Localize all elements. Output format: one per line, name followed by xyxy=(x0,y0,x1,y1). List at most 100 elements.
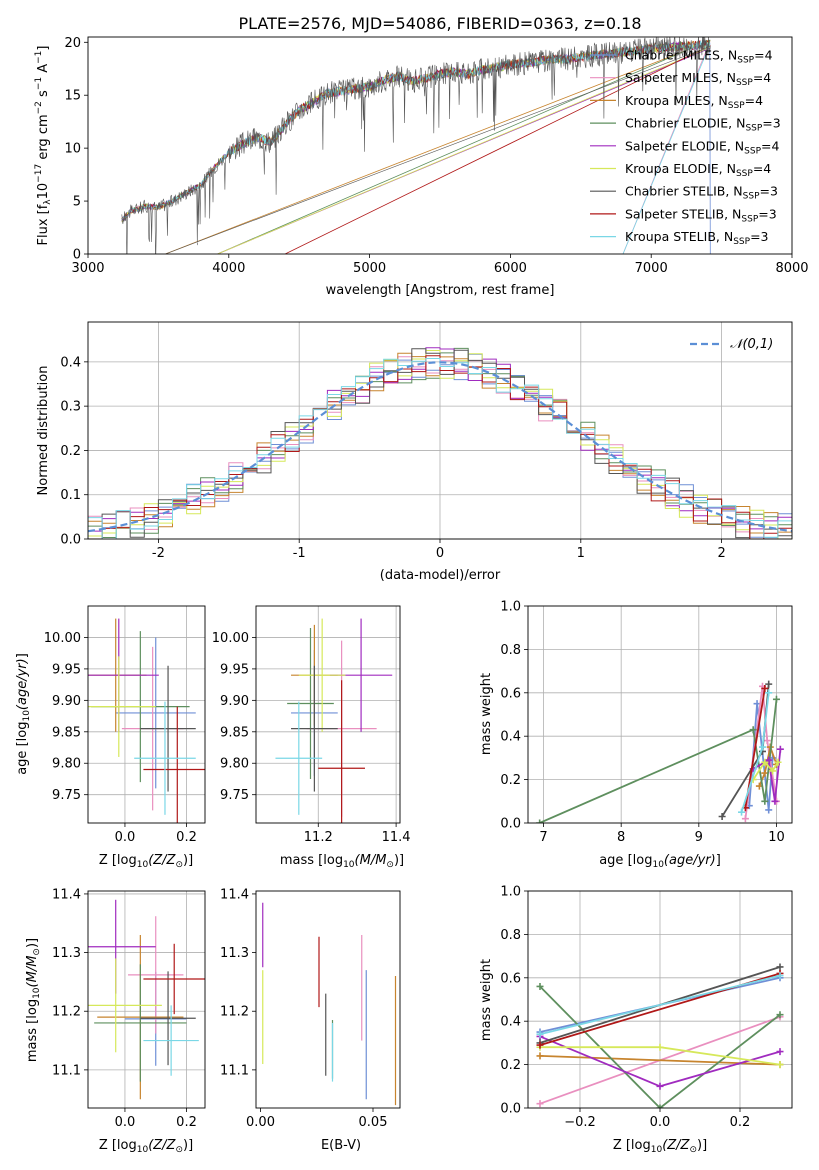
weight-point-marker xyxy=(761,684,769,692)
weight-series-line xyxy=(539,974,781,1036)
y-tick-label: 11.4 xyxy=(220,887,249,902)
weight-point-marker xyxy=(758,743,766,751)
x-tick-label: 7 xyxy=(539,830,547,845)
y-tick-label: 0.0 xyxy=(500,1102,521,1117)
y-tick-label: 11.4 xyxy=(52,887,81,902)
x-tick-label: −0.2 xyxy=(564,1115,596,1130)
weight-point-marker xyxy=(761,797,769,805)
weight-vs-age-xlabel: age [log10(age/yr)] xyxy=(599,853,721,870)
axes-frame xyxy=(87,605,206,824)
y-tick-label: 0.2 xyxy=(60,444,81,459)
weight-point-marker xyxy=(772,695,780,703)
weight-point-marker xyxy=(741,815,749,823)
y-tick-label: 9.80 xyxy=(220,757,249,772)
x-tick-label: 10 xyxy=(768,830,785,845)
y-tick-label: 9.85 xyxy=(52,725,81,740)
weight-vs-Z-axes: −0.2 0.0 0.2 0.0 0.2 0.4 0.6 0.8 1.0 xyxy=(500,885,792,1130)
y-tick-label: 0.2 xyxy=(500,773,521,788)
axes-frame xyxy=(255,605,401,824)
y-tick-label: 1.0 xyxy=(500,885,521,900)
weight-point-marker xyxy=(776,1048,784,1056)
axes-frame xyxy=(527,605,793,824)
x-tick-label: 0.05 xyxy=(359,1115,388,1130)
weight-point-marker xyxy=(774,758,782,766)
weight-point-marker xyxy=(769,767,777,775)
weight-series-line xyxy=(752,760,779,781)
weight-point-marker xyxy=(765,680,773,688)
x-tick-label: 1 xyxy=(577,546,585,561)
y-tick-label: 11.1 xyxy=(52,1063,81,1078)
plot-layer: 3000 4000 5000 6000 7000 800005101520Chabrier… xyxy=(15,36,809,1155)
weight-point-marker xyxy=(776,1011,784,1019)
histogram-series xyxy=(88,347,792,539)
weight-point-marker xyxy=(776,745,784,753)
x-tick-label: 0.0 xyxy=(650,1115,671,1130)
legend-entry-9: Kroupa STELIB, NSSP=3 xyxy=(625,229,769,247)
x-tick-label: 9 xyxy=(695,830,703,845)
y-tick-label: 0.4 xyxy=(60,355,81,370)
weight-point-marker xyxy=(536,1030,544,1038)
weight-point-marker xyxy=(536,1052,544,1060)
x-tick-label: 0 xyxy=(436,546,444,561)
x-tick-label: 3000 xyxy=(71,261,104,276)
spectrum-legend: Chabrier MILES, NSSP=4 Salpeter MILES, NS… xyxy=(590,48,781,247)
weight-series-line xyxy=(539,985,781,1108)
histogram-series-line xyxy=(88,358,792,539)
y-tick-label: 15 xyxy=(64,89,81,104)
x-tick-label: 2 xyxy=(717,546,725,561)
mass-vs-EBV-xlabel: E(B-V) xyxy=(321,1138,361,1153)
y-tick-label: 0.6 xyxy=(500,686,521,701)
legend-entry-1: Chabrier MILES, NSSP=4 xyxy=(625,48,773,66)
axes-frame xyxy=(87,321,793,540)
x-tick-label: 0.00 xyxy=(246,1115,275,1130)
y-tick-label: 11.2 xyxy=(52,1005,81,1020)
x-tick-label: 0.2 xyxy=(176,830,197,845)
legend-entry-6: Kroupa ELODIE, NSSP=4 xyxy=(625,161,771,179)
weight-series-line xyxy=(539,699,778,823)
mass-vs-EBV-axes: 0.00 0.05 11.1 11.2 11.3 11.4 xyxy=(220,887,387,1130)
age-vs-Z-axes: 0.0 0.2 9.75 9.80 9.85 9.90 9.95 10.00 xyxy=(44,606,205,845)
axes-frame xyxy=(255,890,401,1109)
weight-point-marker xyxy=(749,726,757,734)
x-tick-label: -2 xyxy=(152,546,165,561)
weight-vs-age-ylabel: mass weight xyxy=(479,673,494,755)
legend-entry-2: Salpeter MILES, NSSP=4 xyxy=(625,70,771,88)
weight-point-marker xyxy=(536,1100,544,1108)
x-tick-label: 0.0 xyxy=(115,1115,136,1130)
weight-point-marker xyxy=(536,819,544,823)
y-tick-label: 0.0 xyxy=(60,533,81,548)
y-tick-label: 0.8 xyxy=(500,928,521,943)
y-tick-label: 9.95 xyxy=(220,662,249,677)
age-vs-mass-xlabel: mass [log10(M/M⊙)] xyxy=(280,853,404,870)
y-tick-label: 0.0 xyxy=(500,817,521,832)
y-tick-label: 20 xyxy=(64,36,81,51)
y-tick-label: 0.2 xyxy=(500,1058,521,1073)
weight-point-marker xyxy=(776,963,784,971)
weight-point-marker xyxy=(776,972,784,980)
x-tick-label: 8000 xyxy=(775,261,808,276)
weight-vs-age-series xyxy=(536,680,784,823)
weight-point-marker xyxy=(761,758,769,766)
y-tick-label: 10.00 xyxy=(44,631,81,646)
spectrum-xlabel: wavelength [Angstrom, rest frame] xyxy=(326,283,555,298)
weight-point-marker xyxy=(718,812,726,820)
x-tick-label: 8 xyxy=(617,830,625,845)
age-vs-mass-axes: 11.2 11.4 9.75 9.80 9.85 9.90 9.95 10.00 xyxy=(212,606,411,845)
y-tick-label: 11.2 xyxy=(220,1005,249,1020)
weight-point-marker xyxy=(765,689,773,697)
figure-title: PLATE=2576, MJD=54086, FIBERID=0363, z=0… xyxy=(238,14,641,33)
weight-point-marker xyxy=(656,1082,664,1090)
weight-point-marker xyxy=(656,1043,664,1051)
y-tick-label: 11.3 xyxy=(52,946,81,961)
y-tick-label: 9.75 xyxy=(220,788,249,803)
spectrum-series-line xyxy=(121,37,711,254)
weight-vs-Z-ylabel: mass weight xyxy=(479,959,494,1041)
residuals-xlabel: (data-model)/error xyxy=(380,568,501,583)
weight-point-marker xyxy=(536,982,544,990)
normal-reference-curve xyxy=(88,361,792,533)
weight-point-marker xyxy=(536,1041,544,1049)
y-tick-label: 10 xyxy=(64,142,81,157)
y-tick-label: 0.6 xyxy=(500,971,521,986)
legend-entry-3: Kroupa MILES, NSSP=4 xyxy=(625,93,763,111)
spectrum-ylabel: Flux [fλ10−17 erg cm−2 s−1 A−1] xyxy=(34,46,53,246)
